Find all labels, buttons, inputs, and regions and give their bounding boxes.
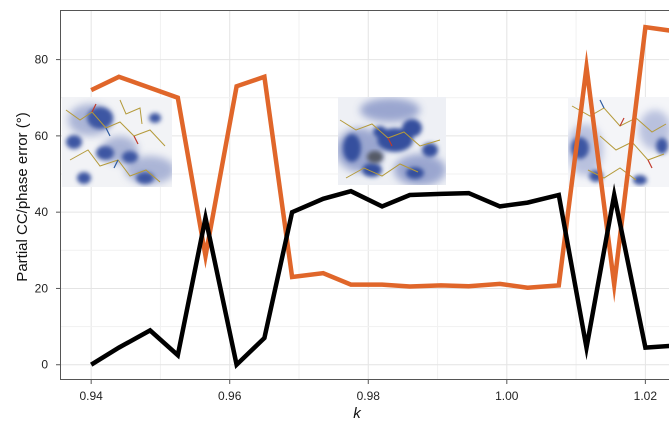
y-tick-label: 40 <box>35 205 49 219</box>
structure-insets <box>62 97 669 187</box>
y-axis-title: Partial CC/phase error (°) <box>14 112 31 281</box>
y-tick-label: 20 <box>35 281 49 295</box>
x-tick-label: 1.00 <box>495 389 519 403</box>
density-map-inset-left <box>62 97 172 187</box>
y-tick-label: 0 <box>41 358 48 372</box>
density-map-inset-middle <box>338 97 446 185</box>
plot-frame <box>60 10 669 380</box>
x-tick-label: 0.94 <box>79 389 103 403</box>
x-tick-label: 0.98 <box>357 389 381 403</box>
density-map-inset-right <box>568 97 669 187</box>
x-tick-label: 1.02 <box>634 389 658 403</box>
y-tick-label: 60 <box>35 129 49 143</box>
x-axis-ticks: 0.94 0.96 0.98 1.00 1.02 <box>79 380 657 403</box>
y-tick-label: 80 <box>35 53 49 67</box>
series-line-2 <box>90 183 669 370</box>
data-series <box>90 24 669 370</box>
y-axis-ticks: 0 20 40 60 80 <box>35 53 60 372</box>
series-line-1 <box>90 24 669 303</box>
x-axis-title: k <box>353 405 362 421</box>
x-tick-label: 0.96 <box>218 389 242 403</box>
